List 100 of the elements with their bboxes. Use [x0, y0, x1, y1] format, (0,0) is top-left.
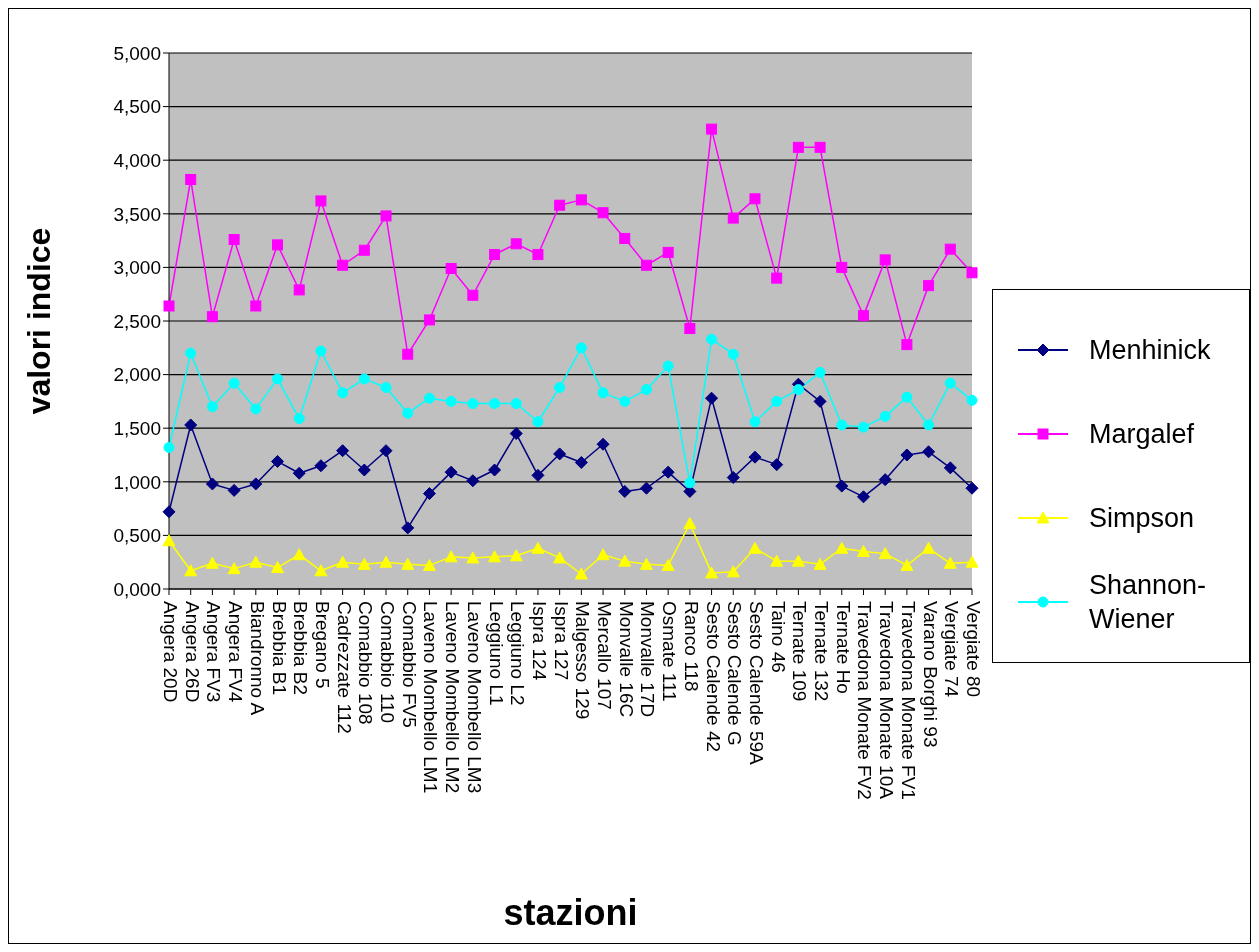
point [163, 442, 175, 453]
point [640, 384, 652, 396]
point [293, 284, 305, 296]
point [814, 366, 826, 378]
point [901, 391, 913, 403]
point [249, 477, 263, 491]
point [856, 490, 870, 504]
point [228, 377, 240, 389]
x-axis-title: stazioni [503, 892, 638, 933]
point [901, 339, 913, 351]
point [489, 249, 501, 261]
point [315, 345, 327, 357]
x-tick-label: Vergiate 80 [963, 601, 984, 698]
x-tick-label: Laveno Mombello LM3 [463, 601, 485, 794]
x-tick-label: Travedona Monate 10A [876, 601, 898, 800]
x-tick-label: Leggiuno L1 [485, 601, 507, 706]
x-tick-label: Laveno Mombello LM2 [442, 601, 464, 794]
point [639, 557, 653, 570]
point [293, 413, 305, 425]
point [271, 561, 285, 574]
point [726, 471, 740, 485]
point [836, 419, 848, 431]
point [640, 259, 652, 271]
x-tick-label: Comabbio 108 [355, 601, 377, 725]
x-tick-label: Ternate 109 [789, 601, 811, 702]
point [185, 347, 197, 359]
x-tick-label: Vergiate 74 [941, 601, 963, 698]
point [944, 377, 956, 389]
point [206, 311, 218, 323]
point [554, 199, 566, 211]
point [878, 547, 892, 560]
point [597, 207, 609, 219]
x-tick-label: Brebbia B2 [290, 601, 312, 696]
point [923, 419, 935, 431]
point [683, 517, 697, 530]
point [835, 541, 849, 554]
point [597, 387, 609, 399]
x-tick-label: Comabbio FV5 [398, 601, 420, 728]
y-tick-label: 2,500 [113, 310, 161, 332]
point [705, 566, 719, 579]
point [422, 558, 436, 571]
x-tick-label: Travedona Monate FV2 [854, 601, 876, 800]
point [618, 554, 632, 567]
point [358, 244, 370, 256]
point [337, 259, 349, 271]
point [445, 395, 457, 407]
point [336, 555, 350, 568]
point [965, 481, 979, 495]
point [791, 554, 805, 567]
point [358, 373, 370, 385]
point [705, 391, 719, 405]
point [357, 463, 371, 477]
point [923, 280, 935, 292]
point [227, 562, 241, 575]
point [292, 548, 306, 561]
point [684, 477, 696, 489]
legend-label: Menhinick [1089, 334, 1212, 367]
x-tick-label: Bregano 5 [311, 601, 333, 689]
point [575, 194, 587, 206]
point [510, 398, 522, 410]
x-tick-label: Ispra 124 [528, 601, 550, 681]
point [662, 360, 674, 372]
point [684, 323, 696, 334]
x-tick-label: Travedona Monate FV1 [897, 601, 919, 800]
point [401, 521, 415, 535]
point [162, 505, 176, 519]
x-tick-label: Laveno Mombello LM1 [420, 601, 442, 794]
y-tick-label: 0,000 [113, 578, 161, 600]
point [488, 550, 502, 563]
point [467, 289, 479, 301]
point [380, 210, 392, 222]
y-axis-title: valori indice [21, 227, 58, 415]
x-tick-label: Ranco 118 [680, 601, 702, 692]
point [488, 463, 502, 477]
point [205, 556, 219, 569]
y-tick-label: 3,000 [113, 257, 161, 279]
point [357, 557, 371, 570]
point [661, 558, 675, 571]
point [402, 407, 414, 419]
point [662, 246, 674, 258]
point [857, 310, 869, 322]
point [422, 487, 436, 501]
x-tick-label: Monvalle 17D [637, 601, 659, 718]
point [272, 239, 284, 251]
point [748, 450, 762, 464]
point [315, 195, 327, 207]
y-tick-label: 4,500 [113, 96, 161, 118]
y-tick-label: 3,500 [113, 203, 161, 225]
point [792, 141, 804, 153]
point [922, 445, 936, 459]
point [879, 254, 891, 266]
point [314, 459, 328, 473]
point [531, 541, 545, 554]
point [250, 403, 262, 415]
x-tick-label: Angera 20D [160, 601, 181, 703]
point [467, 398, 479, 410]
x-tick-label: Biandronno A [246, 601, 268, 716]
x-tick-label: Comabbio 110 [377, 601, 399, 724]
legend-label: Margalef [1089, 418, 1196, 451]
point [250, 300, 262, 312]
